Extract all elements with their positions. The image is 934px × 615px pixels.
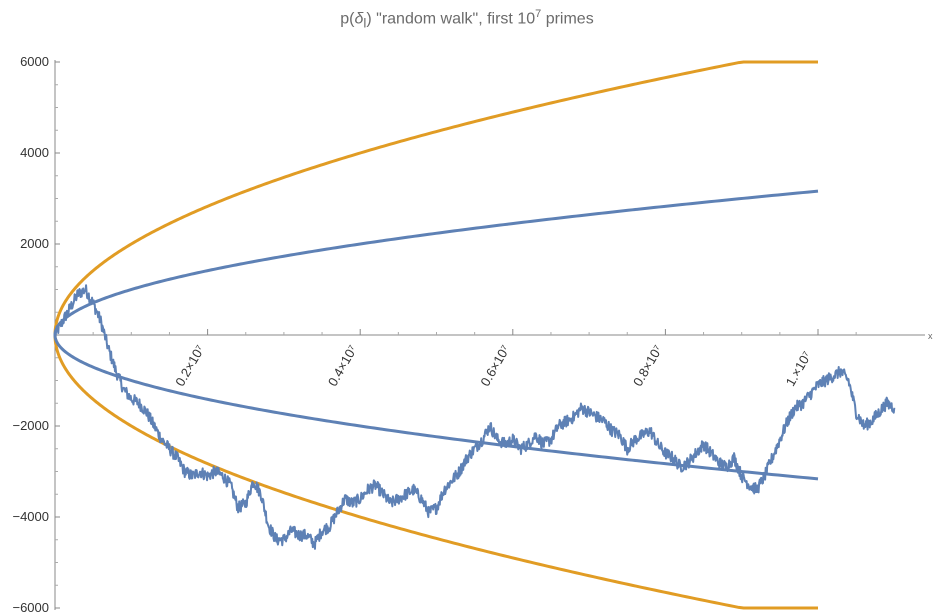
x-tick-label-3: 0.8×10⁷ bbox=[630, 342, 666, 389]
y-tick-label-1: 4000 bbox=[20, 145, 49, 160]
sqrt-upper-curve bbox=[53, 189, 819, 336]
title-tail: primes bbox=[541, 10, 594, 28]
y-tick-label-5: −6000 bbox=[12, 600, 49, 615]
x-tick-label-4: 1.×10⁷ bbox=[783, 348, 815, 388]
random-walk-series bbox=[54, 284, 896, 550]
x-axis-end-label: x bbox=[928, 331, 933, 341]
y-tick-label-4: −4000 bbox=[12, 509, 49, 524]
title-subscript: l bbox=[363, 15, 367, 31]
axes-layer bbox=[54, 60, 925, 610]
two-sqrt-upper-curve bbox=[53, 60, 818, 336]
title-suffix: ) "random walk", first 10 bbox=[366, 10, 536, 28]
y-tick-label-2: 2000 bbox=[20, 236, 49, 251]
walk-layer bbox=[54, 284, 896, 550]
chart-title: p(δl) "random walk", first 107 primes bbox=[0, 8, 934, 31]
x-tick-label-0: 0.2×10⁷ bbox=[172, 342, 208, 389]
two-sqrt-lower-curve bbox=[53, 334, 818, 610]
curves-layer bbox=[53, 60, 819, 610]
y-tick-label-3: −2000 bbox=[12, 418, 49, 433]
x-tick-label-1: 0.4×10⁷ bbox=[325, 342, 361, 389]
x-tick-label-2: 0.6×10⁷ bbox=[477, 342, 513, 389]
title-exponent: 7 bbox=[535, 8, 542, 20]
y-tick-label-0: 6000 bbox=[20, 54, 49, 69]
title-delta: δ bbox=[354, 10, 364, 28]
title-prefix: p( bbox=[340, 10, 355, 28]
sqrt-lower-curve bbox=[53, 334, 819, 481]
